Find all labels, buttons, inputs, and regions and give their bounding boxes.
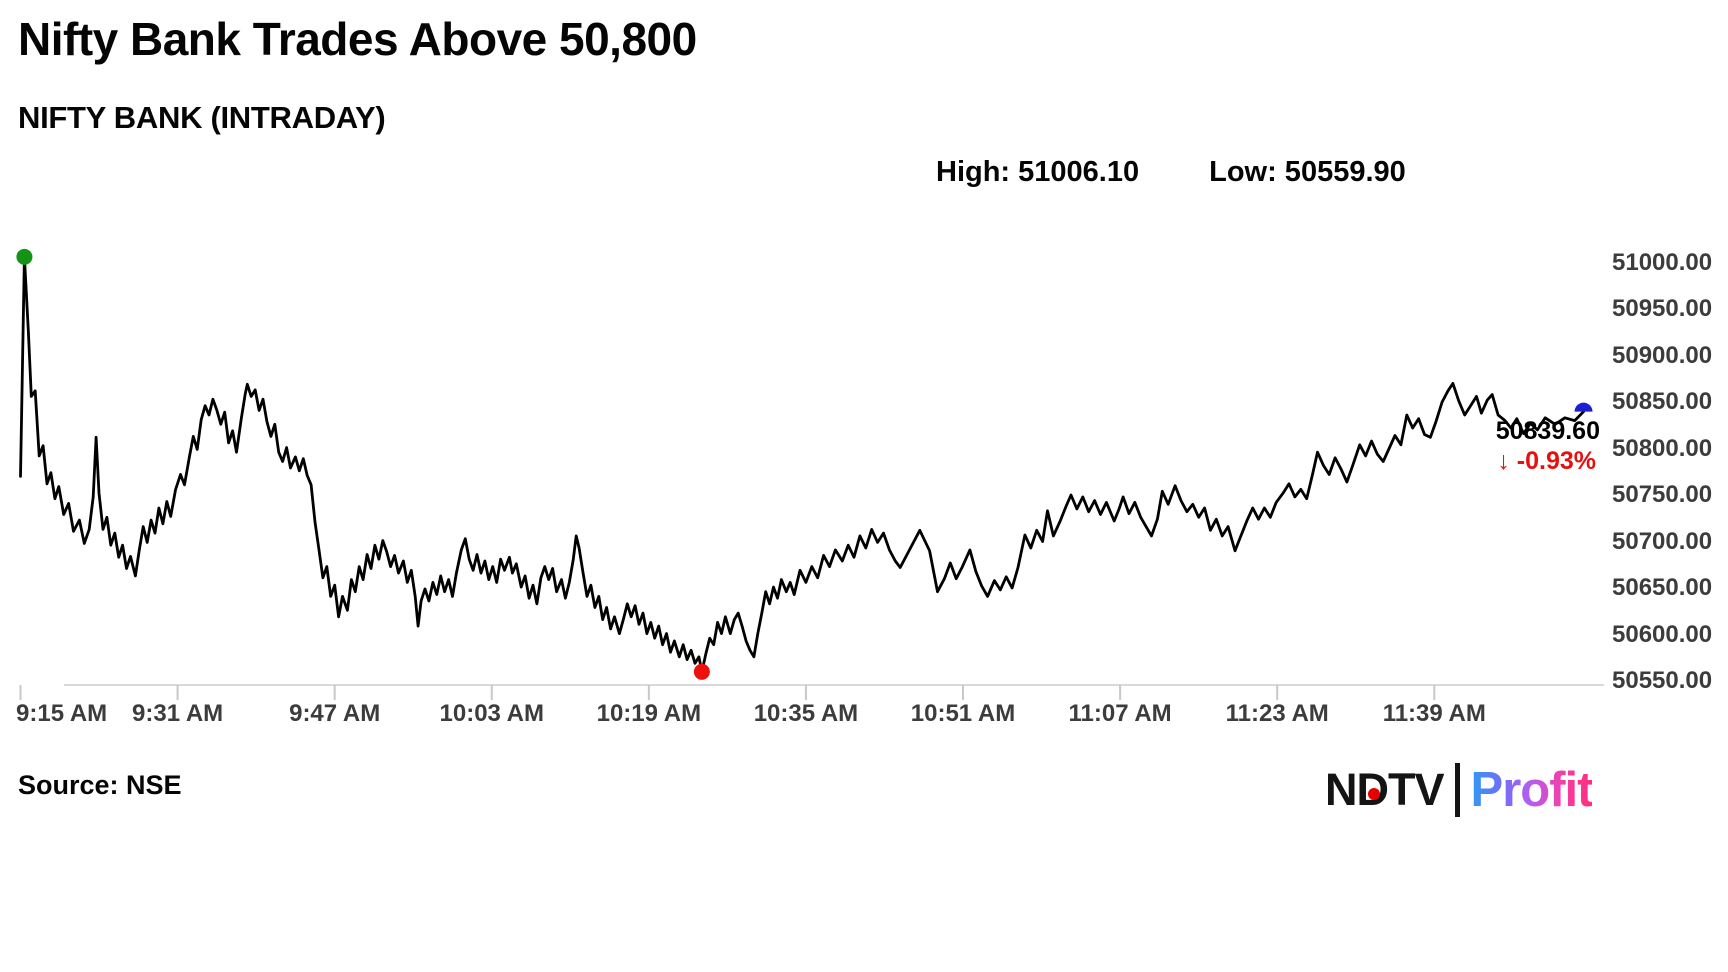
x-axis-label: 10:35 AM [753,700,859,727]
y-axis-label: 50900.00 [1612,341,1713,369]
y-axis-label: 50850.00 [1612,388,1713,415]
y-axis-label: 50750.00 [1612,481,1713,508]
high-value: High: 51006.10 [936,156,1140,188]
low-marker [693,663,710,680]
y-axis-label: 50800.00 [1612,434,1713,462]
x-axis-label: 11:23 AM [1225,700,1329,727]
x-axis-label: 9:31 AM [132,700,224,727]
high-low-summary: High: 51006.10 Low: 50559.90 [936,156,1406,189]
y-axis-label: 50950.00 [1612,295,1713,322]
x-axis-label: 10:19 AM [596,700,702,727]
x-axis-label: 11:07 AM [1068,700,1172,727]
high-marker [16,248,33,265]
last-price-label: 50839.60 [1495,417,1600,445]
ndtv-letter-d: D [1357,760,1389,820]
profit-wordmark: Profit [1471,760,1594,820]
low-value: Low: 50559.90 [1209,156,1406,188]
intraday-line-chart [16,248,1604,700]
source-attribution: Source: NSE [18,770,182,800]
x-axis-label: 10:03 AM [439,700,544,727]
last-price-marker [1574,402,1593,412]
x-axis-label: 11:39 AM [1382,700,1486,727]
y-axis-label: 50650.00 [1612,574,1713,601]
chart-subtitle: NIFTY BANK (INTRADAY) [18,100,386,135]
ndtv-letter-n: N [1325,764,1357,815]
x-axis-label: 9:47 AM [289,700,381,727]
price-line [19,255,1585,674]
ndtv-profit-logo: NDTV Profit [1325,760,1594,820]
y-axis-label: 50600.00 [1612,620,1713,648]
x-axis-label: 10:51 AM [910,700,1016,727]
ndtv-wordmark: NDTV [1325,760,1445,820]
page-title: Nifty Bank Trades Above 50,800 [18,13,697,65]
y-axis-label: 50550.00 [1612,667,1713,694]
ndtv-red-dot-icon [1367,787,1380,800]
y-axis-label: 51000.00 [1612,248,1713,276]
x-axis-label: 9:15 AM [16,700,108,727]
logo-separator-bar [1454,763,1460,817]
y-axis-label: 50700.00 [1612,527,1713,555]
ndtv-letters-tv: TV [1388,764,1445,815]
price-change-label: ↓ -0.93% [1497,447,1596,475]
